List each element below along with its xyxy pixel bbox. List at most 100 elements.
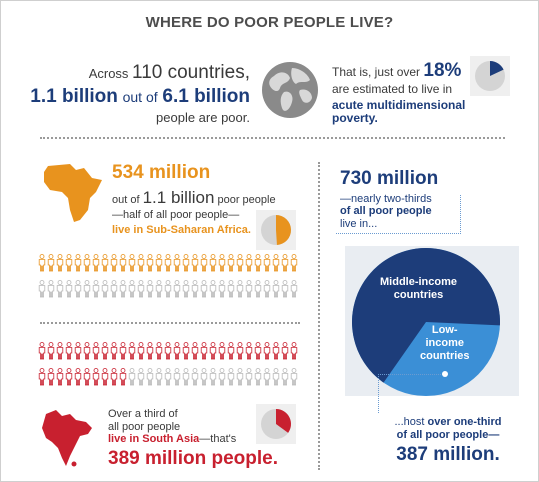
person-icon xyxy=(155,254,163,277)
income-pie-chart xyxy=(352,248,500,396)
person-icon xyxy=(137,342,145,365)
person-icon xyxy=(92,342,100,365)
asia-line2: all poor people xyxy=(108,420,181,433)
person-icon xyxy=(128,280,136,303)
page-title: WHERE DO POOR PEOPLE LIVE? xyxy=(145,14,394,31)
person-icon xyxy=(128,368,136,391)
person-icon xyxy=(164,342,172,365)
person-icon xyxy=(110,342,118,365)
top-prefix: Across xyxy=(88,66,129,81)
poverty-percent: 18% xyxy=(423,60,462,81)
person-icon xyxy=(236,368,244,391)
person-icon xyxy=(119,254,127,277)
person-icon xyxy=(191,368,199,391)
poor-count: 1.1 billion xyxy=(30,85,118,107)
person-icon xyxy=(173,254,181,277)
person-icon xyxy=(74,368,82,391)
person-icon xyxy=(200,342,208,365)
person-icon xyxy=(92,368,100,391)
person-icon xyxy=(263,342,271,365)
middle-headline: 730 million xyxy=(340,168,439,189)
person-icon xyxy=(110,368,118,391)
asia-line3-a: live in South Asia xyxy=(108,433,200,446)
person-icon xyxy=(38,280,46,303)
africa-out-of: out of xyxy=(112,193,140,206)
person-icon xyxy=(254,280,262,303)
person-icon xyxy=(236,280,244,303)
person-icon xyxy=(146,342,154,365)
person-icon xyxy=(56,254,64,277)
asia-text: Over a third of all poor people live in … xyxy=(108,408,318,470)
person-icon xyxy=(74,280,82,303)
person-icon xyxy=(83,280,91,303)
person-icon xyxy=(290,368,298,391)
bottom-headline: 387 million. xyxy=(396,444,500,466)
person-icon xyxy=(227,254,235,277)
person-icon xyxy=(155,368,163,391)
person-icon xyxy=(209,368,217,391)
asia-line3-b: —that's xyxy=(199,433,237,446)
person-icon xyxy=(254,342,262,365)
person-icon xyxy=(218,254,226,277)
person-icon xyxy=(200,254,208,277)
person-icon xyxy=(137,280,145,303)
person-icon xyxy=(137,254,145,277)
person-icon xyxy=(155,342,163,365)
person-icon xyxy=(119,342,127,365)
person-icon xyxy=(209,254,217,277)
person-icon xyxy=(263,280,271,303)
africa-total: 1.1 billion xyxy=(142,187,215,207)
person-icon xyxy=(56,342,64,365)
middle-line1: —nearly two-thirds xyxy=(340,192,432,205)
person-icon xyxy=(38,342,46,365)
africa-map-icon xyxy=(44,164,102,222)
person-icon xyxy=(155,280,163,303)
person-icon xyxy=(281,280,289,303)
right-line3: acute multidimensional poverty. xyxy=(332,97,466,126)
person-icon xyxy=(110,280,118,303)
middle-line2: of all poor people xyxy=(340,205,432,218)
person-icon xyxy=(191,254,199,277)
middle-income-text: 730 million —nearly two-thirds of all po… xyxy=(340,168,520,231)
person-icon xyxy=(182,368,190,391)
person-icon xyxy=(137,368,145,391)
person-icon xyxy=(128,254,136,277)
person-icon xyxy=(227,280,235,303)
person-icon xyxy=(272,254,280,277)
africa-line3: live in Sub-Saharan Africa. xyxy=(112,224,251,237)
south-asia-map-icon xyxy=(42,410,92,467)
bottom-line2: of all poor people— xyxy=(396,428,500,441)
person-icon xyxy=(164,254,172,277)
person-icon xyxy=(263,368,271,391)
divider-left xyxy=(40,322,300,324)
top-right-text: That is, just over 18% are estimated to … xyxy=(332,60,510,126)
asia-pie-icon xyxy=(256,404,296,444)
person-icon xyxy=(173,368,181,391)
person-icon xyxy=(119,280,127,303)
globe-icon xyxy=(262,62,318,118)
asia-people-grid xyxy=(38,342,300,394)
people-row xyxy=(38,254,300,277)
person-icon xyxy=(101,368,109,391)
person-icon xyxy=(146,368,154,391)
africa-headline: 534 million xyxy=(112,162,211,183)
person-icon xyxy=(146,254,154,277)
person-icon xyxy=(281,342,289,365)
person-icon xyxy=(218,280,226,303)
person-icon xyxy=(209,342,217,365)
top-left-text: Across 110 countries, 1.1 billion out of… xyxy=(18,62,250,126)
pie-label-middle: Middle-income countries xyxy=(380,276,457,302)
low-label-2: income xyxy=(425,337,465,350)
person-icon xyxy=(173,280,181,303)
pie-label-low: Low- income countries xyxy=(420,324,470,364)
person-icon xyxy=(272,280,280,303)
person-icon xyxy=(236,342,244,365)
person-icon xyxy=(83,254,91,277)
person-icon xyxy=(245,368,253,391)
person-icon xyxy=(56,280,64,303)
person-icon xyxy=(119,368,127,391)
person-icon xyxy=(65,280,73,303)
person-icon xyxy=(191,280,199,303)
population-count: 6.1 billion xyxy=(162,85,250,107)
person-icon xyxy=(182,342,190,365)
